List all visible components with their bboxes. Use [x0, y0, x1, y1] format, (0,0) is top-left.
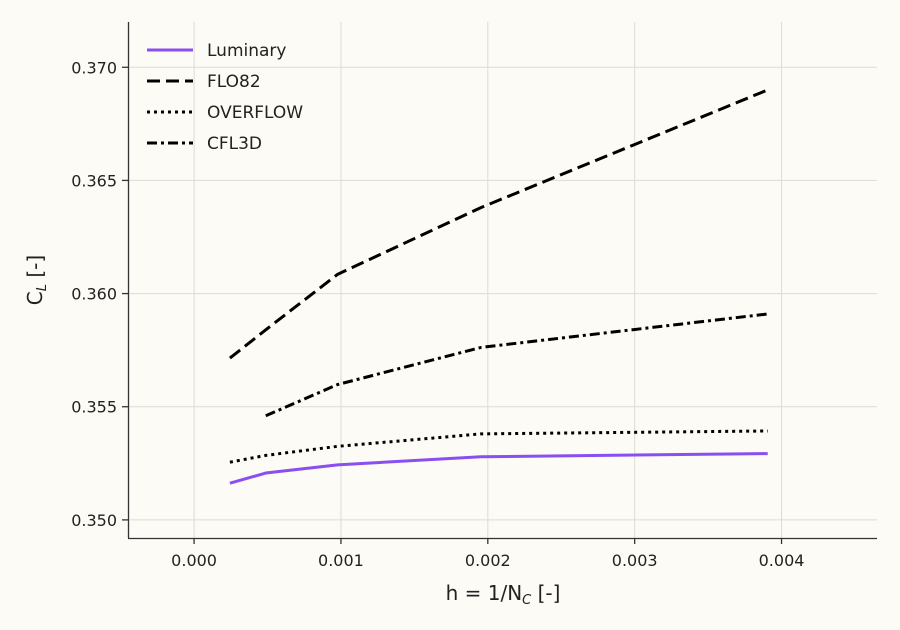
- y-tick-label: 0.365: [71, 171, 117, 190]
- grid: [128, 22, 877, 538]
- x-tick-label: 0.001: [318, 551, 364, 570]
- y-axis-label: CL [-]: [23, 255, 50, 305]
- x-tick-label: 0.002: [465, 551, 511, 570]
- x-tick-label: 0.003: [612, 551, 658, 570]
- y-tick-label: 0.355: [71, 398, 117, 417]
- y-tick-label: 0.360: [71, 285, 117, 304]
- legend-label: FLO82: [207, 72, 261, 92]
- series-line-luminary: [229, 452, 768, 485]
- axes: [127, 22, 877, 540]
- series-line-cfl3d: [265, 312, 768, 418]
- x-tick-label: 0.000: [171, 551, 217, 570]
- x-tick-label: 0.004: [759, 551, 805, 570]
- series-line-flo82: [228, 88, 769, 360]
- x-axis-label-subscript: C: [522, 593, 532, 608]
- ticks: 0.000 0.001 0.002 0.003 0.004 0.350 0.355 0.360…: [71, 58, 804, 570]
- legend-label: OVERFLOW: [207, 103, 303, 123]
- y-axis-label-subscript: L: [35, 284, 50, 291]
- y-tick-label: 0.350: [71, 511, 117, 530]
- legend-label: Luminary: [207, 41, 286, 61]
- x-axis-label: h = 1/NC [-]: [446, 581, 561, 608]
- y-tick-label: 0.370: [71, 58, 117, 77]
- legend-label: CFL3D: [207, 134, 262, 154]
- series-lines: [228, 88, 769, 485]
- legend: Luminary FLO82 OVERFLOW CFL3D: [147, 41, 303, 154]
